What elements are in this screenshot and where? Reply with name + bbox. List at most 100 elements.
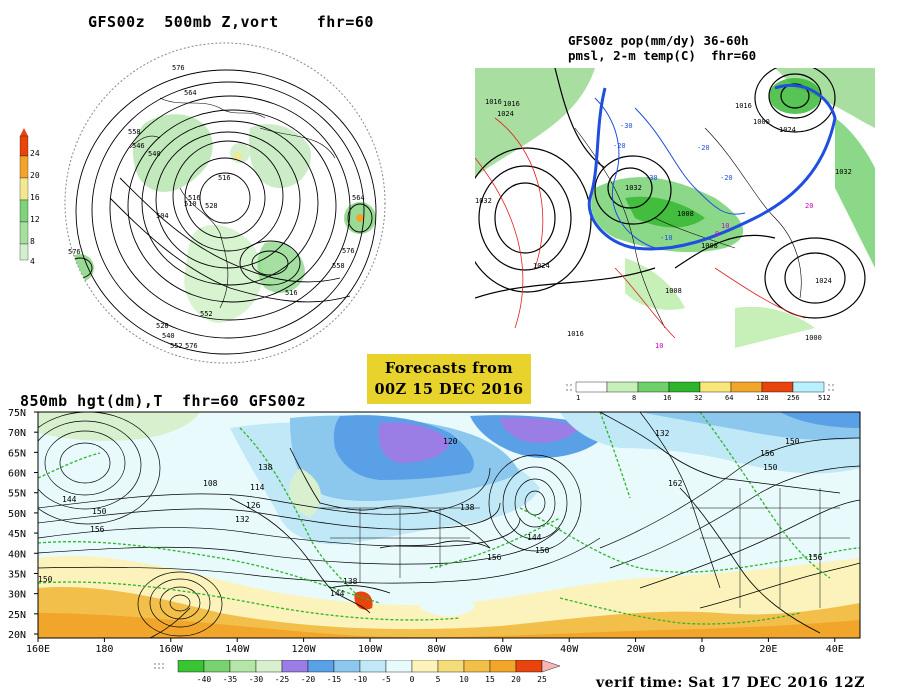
temperature-colorbar-swatch bbox=[203, 659, 231, 673]
temperature-colorbar-tick: -10 bbox=[353, 675, 368, 684]
height-contour-label: 144 bbox=[330, 589, 345, 598]
latitude-label: 50N bbox=[8, 509, 26, 520]
temperature-colorbar-swatch bbox=[281, 659, 309, 673]
height-contour-label: 126 bbox=[246, 501, 261, 510]
height-contour-label: 150 bbox=[92, 507, 107, 516]
height-contour-label: 156 bbox=[487, 553, 502, 562]
temperature-colorbar-swatch bbox=[437, 659, 465, 673]
longitude-label: 20E bbox=[759, 644, 777, 655]
longitude-label: 120W bbox=[292, 644, 317, 655]
temp-contour-label: 10 bbox=[655, 342, 663, 348]
isobar-label: 1024 bbox=[779, 126, 796, 134]
polar-panel-title: GFS00z 500mb Z,vort fhr=60 bbox=[88, 13, 374, 31]
precip-map: 1016 1024 1032 1024 1032 1016 1008 1008 1016… bbox=[475, 68, 875, 348]
temperature-colorbar-tick: 25 bbox=[537, 675, 547, 684]
longitude-label: 180 bbox=[95, 644, 113, 655]
isobar-label: 1016 bbox=[503, 100, 520, 108]
precip-colorbar-tick: 128 bbox=[756, 394, 769, 402]
height-contour-label: 156 bbox=[760, 449, 775, 458]
longitude-label: 100W bbox=[358, 644, 383, 655]
temperature-colorbar-tick: -35 bbox=[223, 675, 238, 684]
precip-colorbar-tick: 8 bbox=[632, 394, 636, 402]
isobar-label: 1032 bbox=[835, 168, 852, 176]
temp-contour-label: -20 bbox=[720, 174, 733, 182]
polar-contour-label: 576 bbox=[68, 248, 81, 256]
precip-colorbar-tick: 32 bbox=[694, 394, 702, 402]
temperature-colorbar-swatch bbox=[515, 659, 543, 673]
height-contour-label: 156 bbox=[808, 553, 823, 562]
polar-contour-label: 558 bbox=[128, 128, 141, 136]
temperature-colorbar-swatch bbox=[489, 659, 517, 673]
longitude-label: 20W bbox=[627, 644, 646, 655]
isobar-label: 1032 bbox=[625, 184, 642, 192]
longitude-label: 0 bbox=[699, 644, 705, 655]
temperature-colorbar-tick: -40 bbox=[197, 675, 212, 684]
polar-contour-label: 564 bbox=[352, 194, 365, 202]
polar-colorbar-swatch bbox=[19, 199, 29, 223]
temp-contour-label: -30 bbox=[620, 122, 633, 130]
precip-colorbar-tick: 256 bbox=[787, 394, 800, 402]
isobar-label: 1000 bbox=[805, 334, 822, 342]
isobar-label: 1008 bbox=[677, 210, 694, 218]
precip-colorbar-swatch bbox=[637, 381, 670, 393]
polar-colorbar-swatch bbox=[19, 177, 29, 201]
polar-colorbar-swatch bbox=[19, 155, 29, 179]
height-contour-label: 108 bbox=[203, 479, 218, 488]
height-contour-label: 144 bbox=[62, 495, 77, 504]
isobar-label: 1024 bbox=[497, 110, 514, 118]
polar-contour-label: 510 bbox=[184, 200, 197, 208]
polar-colorbar-tick: 20 bbox=[30, 171, 40, 180]
temperature-colorbar-tick: 5 bbox=[436, 675, 441, 684]
isobar-label: 1008 bbox=[701, 242, 718, 250]
temp-contour-label: 0 bbox=[715, 230, 719, 238]
isobar-label: 1000 bbox=[753, 118, 770, 126]
precip-colorbar-swatch bbox=[575, 381, 608, 393]
forecast-init-line2: 00Z 15 DEC 2016 bbox=[374, 381, 524, 398]
temp-contour-label: 10 bbox=[721, 222, 729, 230]
temperature-colorbar-tick: -15 bbox=[327, 675, 342, 684]
latitude-label: 60N bbox=[8, 469, 26, 480]
latitude-label: 35N bbox=[8, 569, 26, 580]
polar-contour-label: 552 bbox=[170, 342, 183, 350]
latitude-label: 75N bbox=[8, 408, 26, 419]
forecast-init-line1: Forecasts from bbox=[384, 360, 514, 377]
height-contour-label: 138 bbox=[460, 503, 475, 512]
height-contour-label: 156 bbox=[90, 525, 105, 534]
longitude-label: 160W bbox=[159, 644, 184, 655]
precip-colorbar: 1 8 16 32 64 128 256 512 bbox=[564, 378, 854, 404]
isobar-label: 1032 bbox=[475, 197, 492, 205]
temperature-colorbar-tick: -30 bbox=[249, 675, 264, 684]
height-contour-label: 120 bbox=[443, 437, 458, 446]
temp-contour-label: 20 bbox=[805, 202, 813, 210]
temperature-colorbar-tick: 15 bbox=[485, 675, 495, 684]
temp-contour-label: -30 bbox=[645, 174, 658, 182]
temperature-colorbar-swatch bbox=[385, 659, 413, 673]
isobar-label: 1016 bbox=[485, 98, 502, 106]
polar-colorbar-tick: 24 bbox=[30, 149, 40, 158]
panel-850-map: 75N 70N 65N 60N 55N 50N 45N 40N 35N 30N 25N 20N 160… bbox=[0, 408, 870, 658]
polar-contour-label: 546 bbox=[132, 142, 145, 150]
temperature-colorbar-swatch bbox=[307, 659, 335, 673]
temperature-colorbar-swatch bbox=[463, 659, 491, 673]
latitude-label: 25N bbox=[8, 610, 26, 621]
polar-contour-label: 528 bbox=[156, 322, 169, 330]
precip-colorbar-tick: 512 bbox=[818, 394, 831, 402]
height-contour-label: 114 bbox=[250, 483, 265, 492]
precip-colorbar-swatch bbox=[668, 381, 701, 393]
precip-colorbar-swatch bbox=[699, 381, 732, 393]
height-contour-label: 138 bbox=[343, 577, 358, 586]
verif-time: verif time: Sat 17 DEC 2016 12Z bbox=[596, 675, 865, 691]
precip-colorbar-swatch bbox=[792, 381, 825, 393]
polar-contour-label: 576 bbox=[342, 247, 355, 255]
temp-contour-label: -20 bbox=[613, 142, 626, 150]
polar-contour-label: 576 bbox=[185, 342, 198, 350]
polar-contour-label: 516 bbox=[188, 194, 201, 202]
polar-colorbar-swatch bbox=[19, 221, 29, 245]
temperature-colorbar-swatch bbox=[229, 659, 257, 673]
polar-contour-label: 540 bbox=[162, 332, 175, 340]
latitude-label: 70N bbox=[8, 428, 26, 439]
precip-colorbar-swatch bbox=[730, 381, 763, 393]
polar-contour-label: 552 bbox=[200, 310, 213, 318]
polar-colorbar: 24 20 16 12 8 4 bbox=[14, 128, 54, 268]
temperature-colorbar-tick: 0 bbox=[410, 675, 415, 684]
